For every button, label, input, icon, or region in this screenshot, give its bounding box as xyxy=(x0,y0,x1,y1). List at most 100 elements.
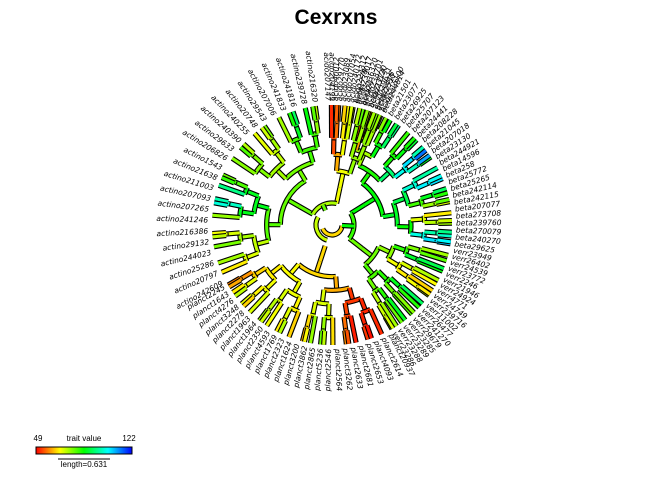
root-arc xyxy=(314,216,328,242)
tip-branch xyxy=(417,285,431,296)
tip-branch xyxy=(357,108,365,126)
tip-label: acido204199 xyxy=(328,52,337,101)
tip-branch xyxy=(214,197,229,204)
tip-branch xyxy=(260,126,272,140)
tip-branch xyxy=(388,123,398,137)
tip-branch xyxy=(278,320,287,334)
branch-arc xyxy=(427,180,432,185)
internal-branch xyxy=(340,138,347,156)
tip-branch xyxy=(365,324,373,339)
branch-arc xyxy=(289,306,300,313)
tip-branch xyxy=(265,301,283,327)
tip-branch xyxy=(347,106,354,124)
branch-arc xyxy=(238,277,243,281)
legend-min-label: 49 xyxy=(34,434,43,443)
tip-branch xyxy=(322,330,327,345)
branch-arc xyxy=(358,164,382,182)
tip-label: beta239760 xyxy=(456,218,502,228)
tip-label: acido207147 xyxy=(322,52,333,101)
branch-arc xyxy=(268,135,273,140)
legend-title: trait value xyxy=(67,434,102,443)
branch-arc xyxy=(419,248,424,254)
root-arc xyxy=(311,201,337,215)
branch-arc xyxy=(336,169,351,176)
branch-arc xyxy=(384,315,387,319)
tip-branch xyxy=(213,201,228,207)
branch-arc xyxy=(252,235,260,254)
tip-branch xyxy=(354,107,362,125)
trait-legend: 49 trait value 122 length=0.631 xyxy=(34,434,137,469)
tip-branch xyxy=(277,116,293,143)
branch-arc xyxy=(383,165,397,179)
clade-stem xyxy=(349,203,366,215)
tip-branch xyxy=(217,252,245,265)
legend-color-bar xyxy=(35,446,133,455)
tip-branch xyxy=(382,119,392,133)
tip-label: actino216386 xyxy=(156,226,208,238)
tip-branch xyxy=(253,132,274,156)
tip-branch xyxy=(212,231,227,236)
tip-branch xyxy=(275,318,285,333)
tip-branch xyxy=(309,315,317,344)
tip-branch xyxy=(394,291,415,314)
branch-arc xyxy=(361,181,385,217)
tip-label: acido29770 xyxy=(335,57,347,102)
tip-branch xyxy=(421,247,449,257)
tip-branch xyxy=(417,257,445,271)
tip-branch xyxy=(345,330,351,345)
tip-branch xyxy=(384,299,404,324)
tip-branch xyxy=(412,166,439,183)
tip-label: planct2564 xyxy=(333,348,344,392)
tip-branch xyxy=(361,109,369,127)
tip-branch xyxy=(411,145,425,158)
tip-labels: beta29625beta240270beta270079beta239760b… xyxy=(156,50,502,392)
clade-stem xyxy=(348,237,363,250)
clade-stem xyxy=(335,187,342,204)
tip-branch xyxy=(291,111,299,125)
branch-arc xyxy=(268,161,285,178)
tip-branch xyxy=(404,136,416,149)
branch-arc xyxy=(422,231,426,239)
tip-branch xyxy=(369,308,384,335)
tip-branch xyxy=(311,106,317,121)
tip-branch xyxy=(349,315,358,343)
tip-branch xyxy=(371,114,382,131)
branch-arc xyxy=(297,263,336,279)
tree-branches xyxy=(212,104,453,346)
branch-arc xyxy=(284,161,314,180)
tip-branch xyxy=(428,174,443,183)
internal-branch xyxy=(357,143,367,161)
tip-label: planct5236 xyxy=(312,348,325,392)
tip-branch xyxy=(263,125,274,139)
internal-branch xyxy=(349,140,358,158)
clade-stem xyxy=(298,204,314,216)
tip-branch xyxy=(398,287,421,309)
branch-arc xyxy=(278,179,307,225)
tip-branch xyxy=(288,112,296,127)
tip-branch xyxy=(242,295,255,308)
internal-branch xyxy=(335,154,340,171)
internal-branch xyxy=(362,127,371,145)
tip-branch xyxy=(408,274,434,292)
tip-branch xyxy=(438,229,452,234)
root-stem xyxy=(321,204,327,212)
tip-branch xyxy=(218,183,246,196)
branch-arc xyxy=(242,253,249,263)
tip-branch xyxy=(240,293,253,306)
tip-branch xyxy=(341,105,347,123)
tip-branch xyxy=(432,187,447,195)
tip-branch xyxy=(287,310,301,338)
branch-arc xyxy=(406,274,411,280)
tip-branch xyxy=(420,251,447,263)
tip-label: beta270079 xyxy=(456,226,502,237)
tip-branch xyxy=(212,234,227,239)
internal-branch xyxy=(340,121,346,139)
tip-label: planct2546 xyxy=(323,349,333,393)
tip-branch xyxy=(228,278,242,289)
tip-branch xyxy=(303,107,313,135)
tip-branch xyxy=(242,142,255,155)
tip-branch xyxy=(380,302,398,327)
tip-branch xyxy=(239,146,252,158)
tip-branch xyxy=(384,315,395,330)
